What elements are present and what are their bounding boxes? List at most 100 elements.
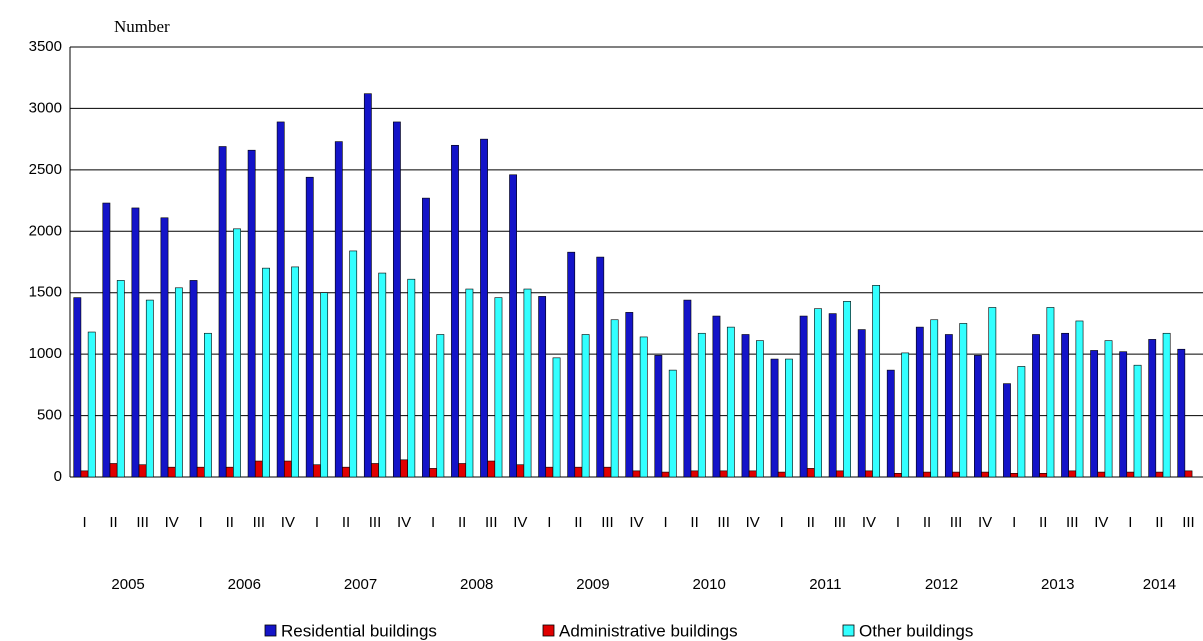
bar [291,266,299,478]
bar [872,285,881,478]
bar [204,332,212,478]
bar [857,329,866,478]
bar [901,352,910,478]
bar [218,146,227,478]
bar [1104,340,1113,478]
bar [894,473,902,478]
bar [1119,351,1128,478]
x-tick-label: II [574,514,582,531]
bar [719,470,728,478]
y-tick-label: 1500 [29,284,62,301]
bar [974,355,982,478]
bar [603,466,612,478]
legend-label: Residential buildings [281,621,437,640]
bar [429,468,438,478]
x-tick-label: II [690,514,698,531]
bar [138,464,147,478]
bar [1068,470,1077,478]
x-tick-label: II [807,514,815,531]
x-tick-label: III [834,514,847,531]
year-label: 2014 [1143,576,1176,593]
bar [225,466,234,478]
bar [371,463,379,478]
bar [422,197,430,478]
bar [1003,383,1011,478]
bar [400,459,408,478]
bar [342,466,350,478]
bar [1061,332,1069,478]
year-label: 2012 [925,576,958,593]
bar [262,267,270,478]
x-tick-label: I [780,514,784,531]
bar [487,460,496,478]
legend-label: Administrative buildings [559,621,738,640]
x-tick-label: I [896,514,900,531]
x-tick-label: II [109,514,117,531]
bar [683,299,692,478]
bar [145,299,154,478]
bar [538,296,547,478]
bar [313,464,321,478]
bar [392,121,401,478]
bar [80,470,89,478]
bar [1177,348,1186,478]
x-tick-label: III [1182,514,1195,531]
x-tick-label: IV [862,514,876,531]
bar [1039,473,1048,478]
bar [494,297,503,478]
bar [1133,364,1142,478]
y-tick-label: 3000 [29,99,62,116]
bar [545,466,554,478]
bar [806,468,815,478]
bar [799,315,808,478]
bar [661,471,670,478]
x-tick-label: IV [1094,514,1108,531]
bar [981,471,990,478]
bar [1010,473,1019,478]
bar [160,217,169,478]
bar [668,369,677,478]
bar [254,460,263,478]
year-label: 2011 [809,576,841,593]
bar [726,326,735,478]
x-tick-label: III [369,514,382,531]
bar [756,340,764,478]
x-tick-label: I [1128,514,1132,531]
x-tick-label: I [547,514,551,531]
bar [509,174,517,478]
legend-swatch [842,624,855,637]
bar [167,466,176,478]
bar [814,308,822,478]
x-tick-label: III [1066,514,1079,531]
bar [574,466,583,478]
bar [1032,334,1040,478]
bar [567,251,576,478]
year-label: 2007 [344,576,377,593]
bar [305,176,314,478]
y-tick-label: 2500 [29,161,62,178]
year-label: 2013 [1041,576,1074,593]
bar [480,138,488,478]
bar [451,144,459,478]
bar [1162,332,1171,478]
x-tick-label: I [1012,514,1016,531]
bar [835,470,844,478]
year-label: 2009 [576,576,609,593]
bar [465,288,474,478]
bar [378,272,387,478]
bar [959,323,968,478]
x-tick-label: IV [746,514,760,531]
x-tick-label: III [601,514,614,531]
bar [1090,350,1099,478]
x-tick-label: I [82,514,86,531]
y-tick-label: 0 [54,468,62,485]
x-tick-label: I [315,514,319,531]
bar [1126,471,1135,478]
bar [632,470,641,478]
x-tick-label: II [923,514,931,531]
bar [196,466,205,478]
bar [436,334,445,478]
bar [87,331,96,478]
x-tick-label: II [342,514,350,531]
